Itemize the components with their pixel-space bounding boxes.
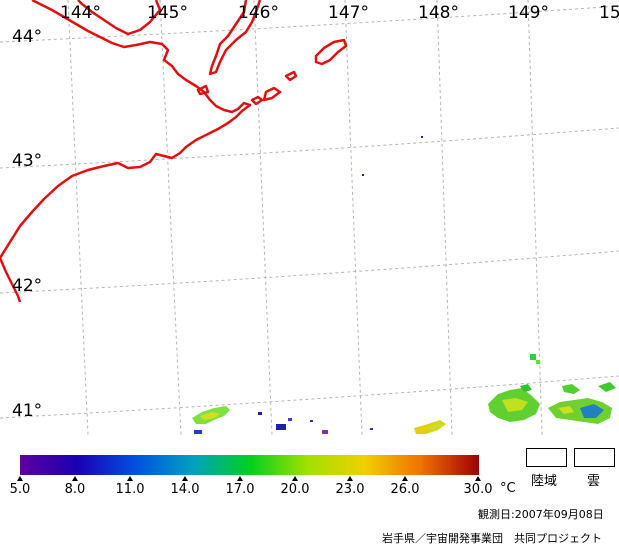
colorbar-tick-label: 26.0 xyxy=(390,482,420,497)
colorbar-tick-mark xyxy=(72,476,78,481)
lon-label-146: 146° xyxy=(238,3,279,23)
colorbar-tick-label: 11.0 xyxy=(115,482,145,497)
meridian-145 xyxy=(159,0,182,436)
etorofu-fragment xyxy=(314,38,348,66)
meridian-146 xyxy=(253,0,273,436)
parallel-42 xyxy=(0,250,619,294)
colorbar-tick-label: 30.0 xyxy=(463,482,493,497)
lon-label-145: 145° xyxy=(147,3,188,23)
credit-text: 岩手県／宇宙開発事業団 共同プロジェクト xyxy=(382,532,602,545)
shikotan-island xyxy=(284,70,298,82)
colorbar-graphic xyxy=(17,455,481,481)
colorbar-tick-mark xyxy=(402,476,408,481)
cloud-legend-label: 雲 xyxy=(587,474,601,489)
coastline-west-edge xyxy=(0,257,22,303)
colorbar-tick-label: 20.0 xyxy=(280,482,310,497)
graticule-meridians xyxy=(67,0,543,436)
land-legend-box xyxy=(526,448,567,467)
coastline xyxy=(0,0,348,303)
colorbar-tick-mark xyxy=(347,476,353,481)
colorbar-tick-label: 17.0 xyxy=(225,482,255,497)
meridian-147 xyxy=(344,0,363,436)
cloud-legend-box xyxy=(574,448,615,467)
lon-label-148: 148° xyxy=(418,3,459,23)
colorbar-tick-label: 23.0 xyxy=(335,482,365,497)
coastline-main xyxy=(0,0,252,259)
colorbar-unit: °C xyxy=(500,481,516,496)
lon-label-147: 147° xyxy=(328,3,369,23)
lat-label-44: 44° xyxy=(12,27,43,47)
meridian-144 xyxy=(67,0,89,436)
colorbar-tick-mark xyxy=(17,476,23,481)
lat-label-43: 43° xyxy=(12,151,43,171)
meridian-148 xyxy=(436,0,453,436)
observation-date: 観測日:2007年09月08日 xyxy=(478,508,604,521)
sst-scatter xyxy=(192,136,616,434)
shiretoko-peninsula xyxy=(77,0,162,36)
colorbar-tick-mark xyxy=(182,476,188,481)
colorbar-tick-label: 14.0 xyxy=(170,482,200,497)
colorbar-tick-mark xyxy=(237,476,243,481)
meridian-149 xyxy=(527,0,543,436)
kunashiri-island xyxy=(208,0,262,76)
land-legend-label: 陸域 xyxy=(531,474,558,489)
graticule-parallels xyxy=(0,5,619,419)
parallel-44 xyxy=(0,5,619,43)
habomai-island-1 xyxy=(250,95,264,106)
colorbar-tick-label: 5.0 xyxy=(9,482,31,497)
colorbar-tick-label: 8.0 xyxy=(64,482,86,497)
lat-label-41: 41° xyxy=(12,401,43,421)
lat-label-42: 42° xyxy=(12,276,43,296)
habomai-island-2 xyxy=(262,86,282,102)
parallel-43 xyxy=(0,127,619,169)
lon-label-150: 15 xyxy=(599,3,619,23)
small-island xyxy=(196,84,210,96)
parallel-41 xyxy=(0,375,619,419)
lon-label-149: 149° xyxy=(508,3,549,23)
colorbar-tick-mark xyxy=(292,476,298,481)
colorbar-tick-mark xyxy=(127,476,133,481)
colorbar-tick-mark xyxy=(475,476,481,481)
lon-label-144: 144° xyxy=(60,3,101,23)
